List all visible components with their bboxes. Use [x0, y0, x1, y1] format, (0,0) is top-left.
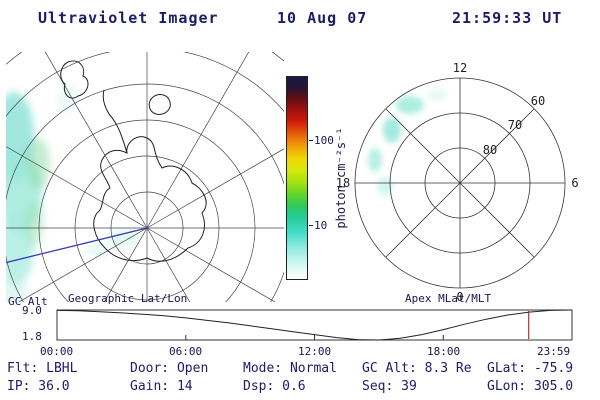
- status-mode: Mode: Normal: [243, 361, 337, 376]
- status-seq: Seq: 39: [362, 379, 417, 394]
- status-door: Door: Open: [130, 361, 209, 376]
- gc-alt-strip-chart: [56, 309, 573, 341]
- apex-grid: [354, 77, 566, 289]
- status-glon: GLon: 305.0: [487, 379, 574, 394]
- xtick-0600: 06:00: [169, 345, 203, 358]
- colorbar-tick-10: [309, 225, 313, 226]
- colorbar-tick-label-100: 100: [314, 134, 334, 147]
- mlat-label-60: 60: [531, 94, 545, 108]
- apex-polar-panel: 12 18 6 0 60 70 80: [336, 61, 579, 304]
- gc-alt-xticks: [56, 335, 573, 340]
- status-dsp: Dsp: 0.6: [243, 379, 306, 394]
- aurora-emission-apex: [368, 89, 447, 195]
- status-gc-alt: GC Alt: 8.3 Re: [362, 361, 472, 376]
- mlat-label-70: 70: [508, 118, 522, 132]
- ground-track-line: [6, 227, 148, 264]
- status-flt: Flt: LBHL: [7, 361, 78, 376]
- gc-alt-axis-title: GC Alt: [8, 295, 48, 308]
- geographic-panel-title: Geographic Lat/Lon: [68, 292, 188, 305]
- xtick-0000: 00:00: [40, 345, 74, 358]
- xtick-1800: 18:00: [427, 345, 461, 358]
- page-title: Ultraviolet Imager: [38, 9, 219, 27]
- gc-alt-curve: [56, 309, 572, 341]
- colorbar-tick-100: [309, 140, 313, 141]
- xtick-1200: 12:00: [298, 345, 332, 358]
- mlat-label-80: 80: [483, 143, 497, 157]
- mlt-label-0: 0: [456, 290, 463, 304]
- colorbar: [286, 76, 308, 280]
- gc-alt-ytick-bottom: 1.8: [22, 330, 42, 343]
- mlt-label-12: 12: [453, 61, 467, 75]
- status-ip: IP: 36.0: [7, 379, 70, 394]
- status-glat: GLat: -75.9: [487, 361, 574, 376]
- colorbar-tick-label-10: 10: [314, 219, 328, 232]
- header-date: 10 Aug 07: [277, 9, 368, 27]
- header-time: 21:59:33 UT: [452, 9, 563, 27]
- status-gain: Gain: 14: [130, 379, 193, 394]
- xtick-2359: 23:59: [537, 345, 571, 358]
- coastlines: [60, 60, 207, 262]
- geographic-map-panel: [6, 52, 284, 302]
- apex-panel-title: Apex MLat/MLT: [405, 292, 492, 305]
- mlt-label-18: 18: [336, 176, 350, 190]
- geo-grid: [6, 52, 284, 302]
- aurora-emission-geo: [6, 83, 142, 302]
- mlt-label-6: 6: [571, 176, 578, 190]
- gc-alt-ytick-top: 9.0: [22, 304, 42, 317]
